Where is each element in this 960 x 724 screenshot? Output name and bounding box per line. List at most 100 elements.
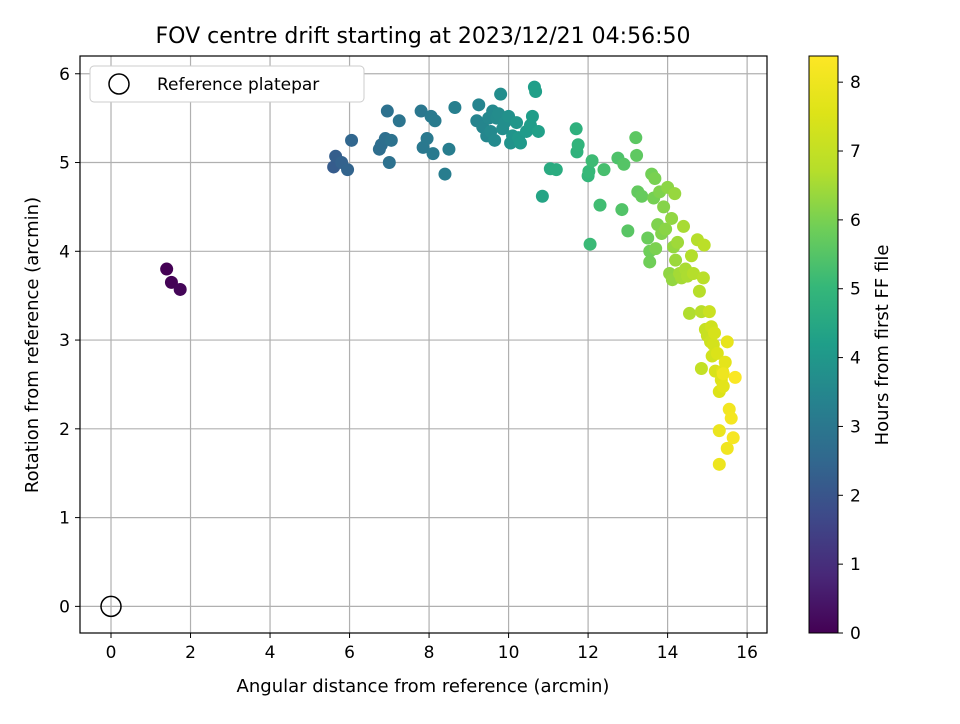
plot-frame	[79, 55, 768, 634]
y-tick-label: 1	[59, 509, 70, 529]
data-point	[659, 222, 673, 236]
x-tick-label: 12	[577, 643, 599, 663]
data-point	[380, 104, 394, 118]
colorbar-gradient	[808, 55, 839, 634]
data-point	[696, 271, 710, 285]
data-point	[384, 133, 398, 147]
data-point	[677, 219, 691, 233]
colorbar-ticks: 0 1 2 3 4 5 6 7 8	[838, 73, 861, 644]
data-point	[720, 335, 734, 349]
data-point	[392, 114, 406, 128]
data-point	[414, 104, 428, 118]
data-point	[160, 262, 174, 276]
data-point	[641, 231, 655, 245]
colorbar-label: Hours from first FF file	[872, 245, 893, 446]
data-point	[382, 156, 396, 170]
data-point	[341, 163, 355, 177]
chart-title: FOV centre drift starting at 2023/12/21 …	[156, 24, 691, 49]
colorbar-tick-label: 5	[850, 280, 861, 300]
data-point	[694, 361, 708, 375]
legend-marker-open-circle-icon	[108, 73, 130, 95]
x-tick-label: 10	[498, 643, 520, 663]
data-point	[686, 266, 700, 280]
data-point	[635, 189, 649, 203]
data-point	[510, 116, 524, 130]
data-point	[345, 133, 359, 147]
colorbar: 0 1 2 3 4 5 6 7 8 Hours from first FF file	[808, 55, 893, 644]
data-point	[593, 198, 607, 212]
data-point	[724, 411, 738, 425]
data-point	[426, 147, 440, 161]
data-point	[716, 379, 730, 393]
data-point	[549, 163, 563, 177]
data-point	[629, 131, 643, 145]
data-point	[597, 163, 611, 177]
colorbar-tick-label: 8	[850, 73, 861, 93]
data-point	[514, 136, 528, 150]
data-point	[671, 235, 685, 249]
data-point	[669, 253, 683, 267]
data-point	[702, 305, 716, 319]
x-tick-label: 14	[657, 643, 679, 663]
legend-box	[89, 65, 365, 103]
x-tick-label: 6	[344, 643, 355, 663]
data-point	[630, 148, 644, 162]
data-point	[173, 282, 187, 296]
x-tick-label: 2	[185, 643, 196, 663]
data-point	[571, 138, 585, 152]
data-point	[615, 203, 629, 217]
data-points	[100, 80, 742, 618]
data-point	[697, 238, 711, 252]
data-point	[420, 132, 434, 146]
y-tick-label: 2	[59, 420, 70, 440]
x-axis-ticks: 0 2 4 6 8 10 12 14 16	[106, 633, 758, 663]
x-axis-label: Angular distance from reference (arcmin)	[237, 676, 610, 697]
data-point	[535, 189, 549, 203]
reference-platepar-marker	[100, 595, 122, 618]
data-point	[643, 255, 657, 269]
data-point	[488, 133, 502, 147]
colorbar-tick-label: 3	[850, 417, 861, 437]
data-point	[720, 441, 734, 455]
y-axis-label: Rotation from reference (arcmin)	[22, 197, 43, 493]
data-point	[494, 87, 508, 101]
data-point	[529, 85, 543, 99]
data-point	[621, 224, 635, 238]
x-tick-label: 16	[736, 643, 758, 663]
data-point	[582, 164, 596, 178]
legend-label: Reference platepar	[157, 75, 319, 95]
data-point	[438, 167, 452, 181]
y-tick-label: 3	[59, 331, 70, 351]
y-tick-label: 4	[59, 242, 70, 262]
colorbar-tick-label: 7	[850, 142, 861, 162]
data-point	[617, 157, 631, 171]
data-point	[164, 275, 178, 289]
data-point	[428, 114, 442, 128]
data-point	[531, 124, 545, 138]
data-point	[708, 326, 722, 340]
data-point	[472, 98, 486, 112]
data-point	[710, 346, 724, 360]
colorbar-tick-label: 6	[850, 211, 861, 231]
data-point	[583, 237, 597, 251]
data-point	[728, 370, 742, 384]
data-point	[684, 249, 698, 263]
data-point	[726, 431, 740, 445]
data-point	[668, 187, 682, 201]
data-point	[648, 172, 662, 186]
data-point	[569, 122, 583, 136]
x-tick-label: 0	[106, 643, 117, 663]
data-point	[712, 457, 726, 471]
y-tick-label: 5	[59, 154, 70, 174]
data-point	[657, 200, 671, 214]
data-point	[525, 109, 539, 123]
data-point	[649, 242, 663, 256]
data-point	[682, 306, 696, 320]
colorbar-tick-label: 0	[850, 624, 861, 644]
y-tick-label: 6	[59, 65, 70, 85]
data-point	[718, 355, 732, 369]
colorbar-tick-label: 2	[850, 486, 861, 506]
data-point	[712, 424, 726, 438]
